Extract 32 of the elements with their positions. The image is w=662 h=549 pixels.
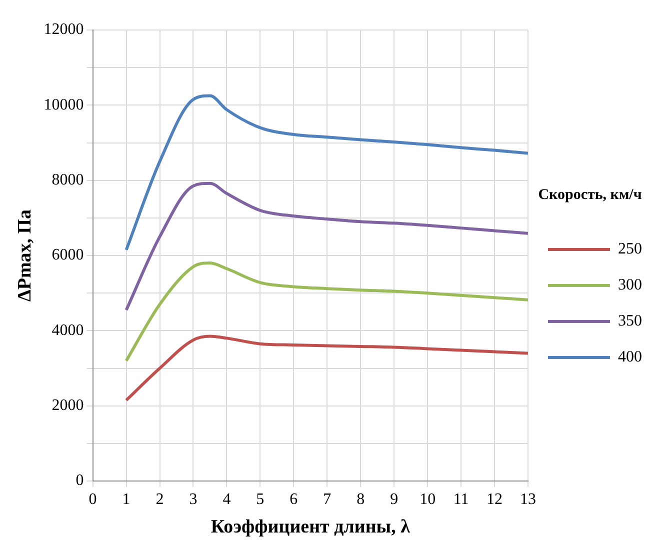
line-series bbox=[124, 262, 528, 362]
x-tick-label: 10 bbox=[420, 490, 436, 508]
x-tick-label: 12 bbox=[486, 490, 503, 508]
x-tick-label: 7 bbox=[323, 490, 332, 508]
line-series bbox=[124, 94, 528, 252]
y-tick-label: 2000 bbox=[52, 397, 84, 414]
x-tick-label: 5 bbox=[256, 490, 264, 508]
y-tick-label: 6000 bbox=[52, 246, 84, 264]
y-tick-label: 12000 bbox=[44, 21, 84, 38]
x-tick-label: 8 bbox=[356, 490, 365, 508]
y-tick-label: 8000 bbox=[52, 172, 84, 189]
line-series bbox=[124, 334, 528, 402]
x-tick-label: 0 bbox=[88, 490, 97, 508]
x-tick-label: 2 bbox=[156, 490, 164, 508]
legend-label: 400 bbox=[618, 348, 642, 366]
x-tick-label: 13 bbox=[520, 490, 536, 508]
line-series bbox=[124, 182, 528, 312]
x-tick-label: 3 bbox=[189, 490, 198, 508]
y-axis-title: ΔPmax, Па bbox=[14, 208, 36, 302]
legend-label: 250 bbox=[618, 240, 642, 258]
x-tick-label: 9 bbox=[390, 490, 398, 508]
x-tick-label: 1 bbox=[122, 490, 130, 508]
y-tick-label: 10000 bbox=[44, 96, 84, 114]
x-tick-label: 6 bbox=[290, 490, 298, 508]
x-axis-title: Коэффициент длины, λ bbox=[210, 516, 411, 538]
x-tick-label: 11 bbox=[453, 490, 469, 508]
y-tick-label: 4000 bbox=[52, 322, 84, 339]
legend-label: 350 bbox=[618, 312, 642, 330]
legend-label: 300 bbox=[618, 276, 642, 294]
x-tick-label: 4 bbox=[222, 490, 231, 508]
legend-title: Скорость, км/ч bbox=[538, 186, 642, 203]
y-tick-label: 0 bbox=[76, 472, 84, 490]
